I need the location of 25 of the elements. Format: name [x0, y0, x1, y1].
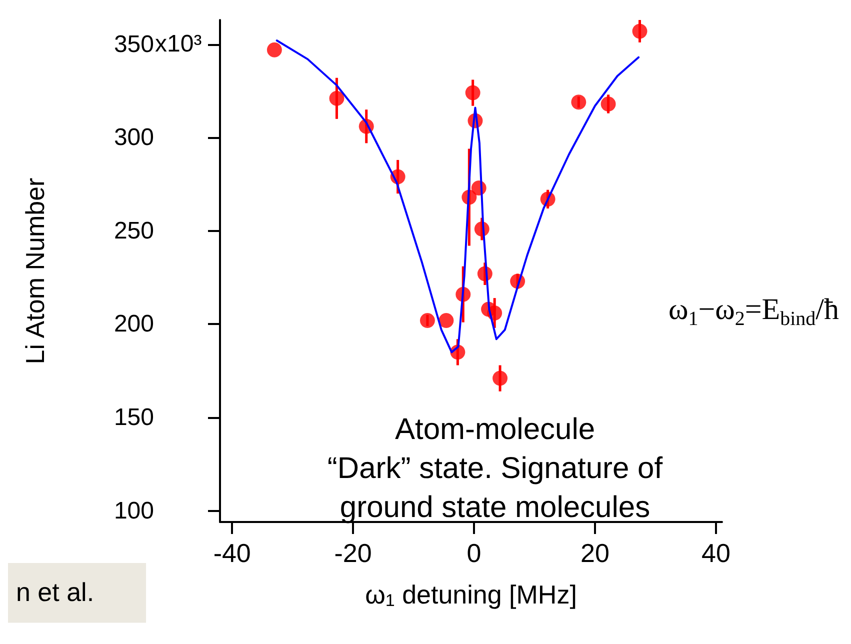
point [492, 370, 508, 386]
point [632, 24, 648, 39]
y-tick-label: 100 [114, 497, 154, 524]
annotation: Atom-molecule “Dark” state. Signature of ground state molecules [327, 413, 664, 524]
point [420, 312, 435, 328]
point [329, 90, 344, 106]
y-tick-label: 200 [114, 310, 154, 338]
y-tick-label: 300 [114, 124, 154, 152]
y-tick-label: 350 [114, 30, 154, 58]
y-tick-label: 150 [114, 404, 154, 431]
text: x10³ [155, 30, 202, 58]
x-tick-label: -20 [334, 538, 372, 568]
x-tick-label: 20 [580, 538, 610, 568]
y-tick-label: 250 [114, 217, 154, 244]
text: n et al. [16, 576, 94, 607]
point [571, 94, 586, 110]
point [438, 312, 454, 328]
x-axis-title: ω1 detuning [MHz] [365, 580, 577, 610]
x-tick-label: -40 [213, 538, 251, 568]
x-tick-label: 0 [466, 538, 482, 568]
y-axis-title: Li Atom Number [20, 177, 50, 364]
point [266, 42, 282, 58]
point [600, 96, 616, 112]
point [465, 85, 480, 100]
x-tick-label: 40 [701, 538, 730, 568]
